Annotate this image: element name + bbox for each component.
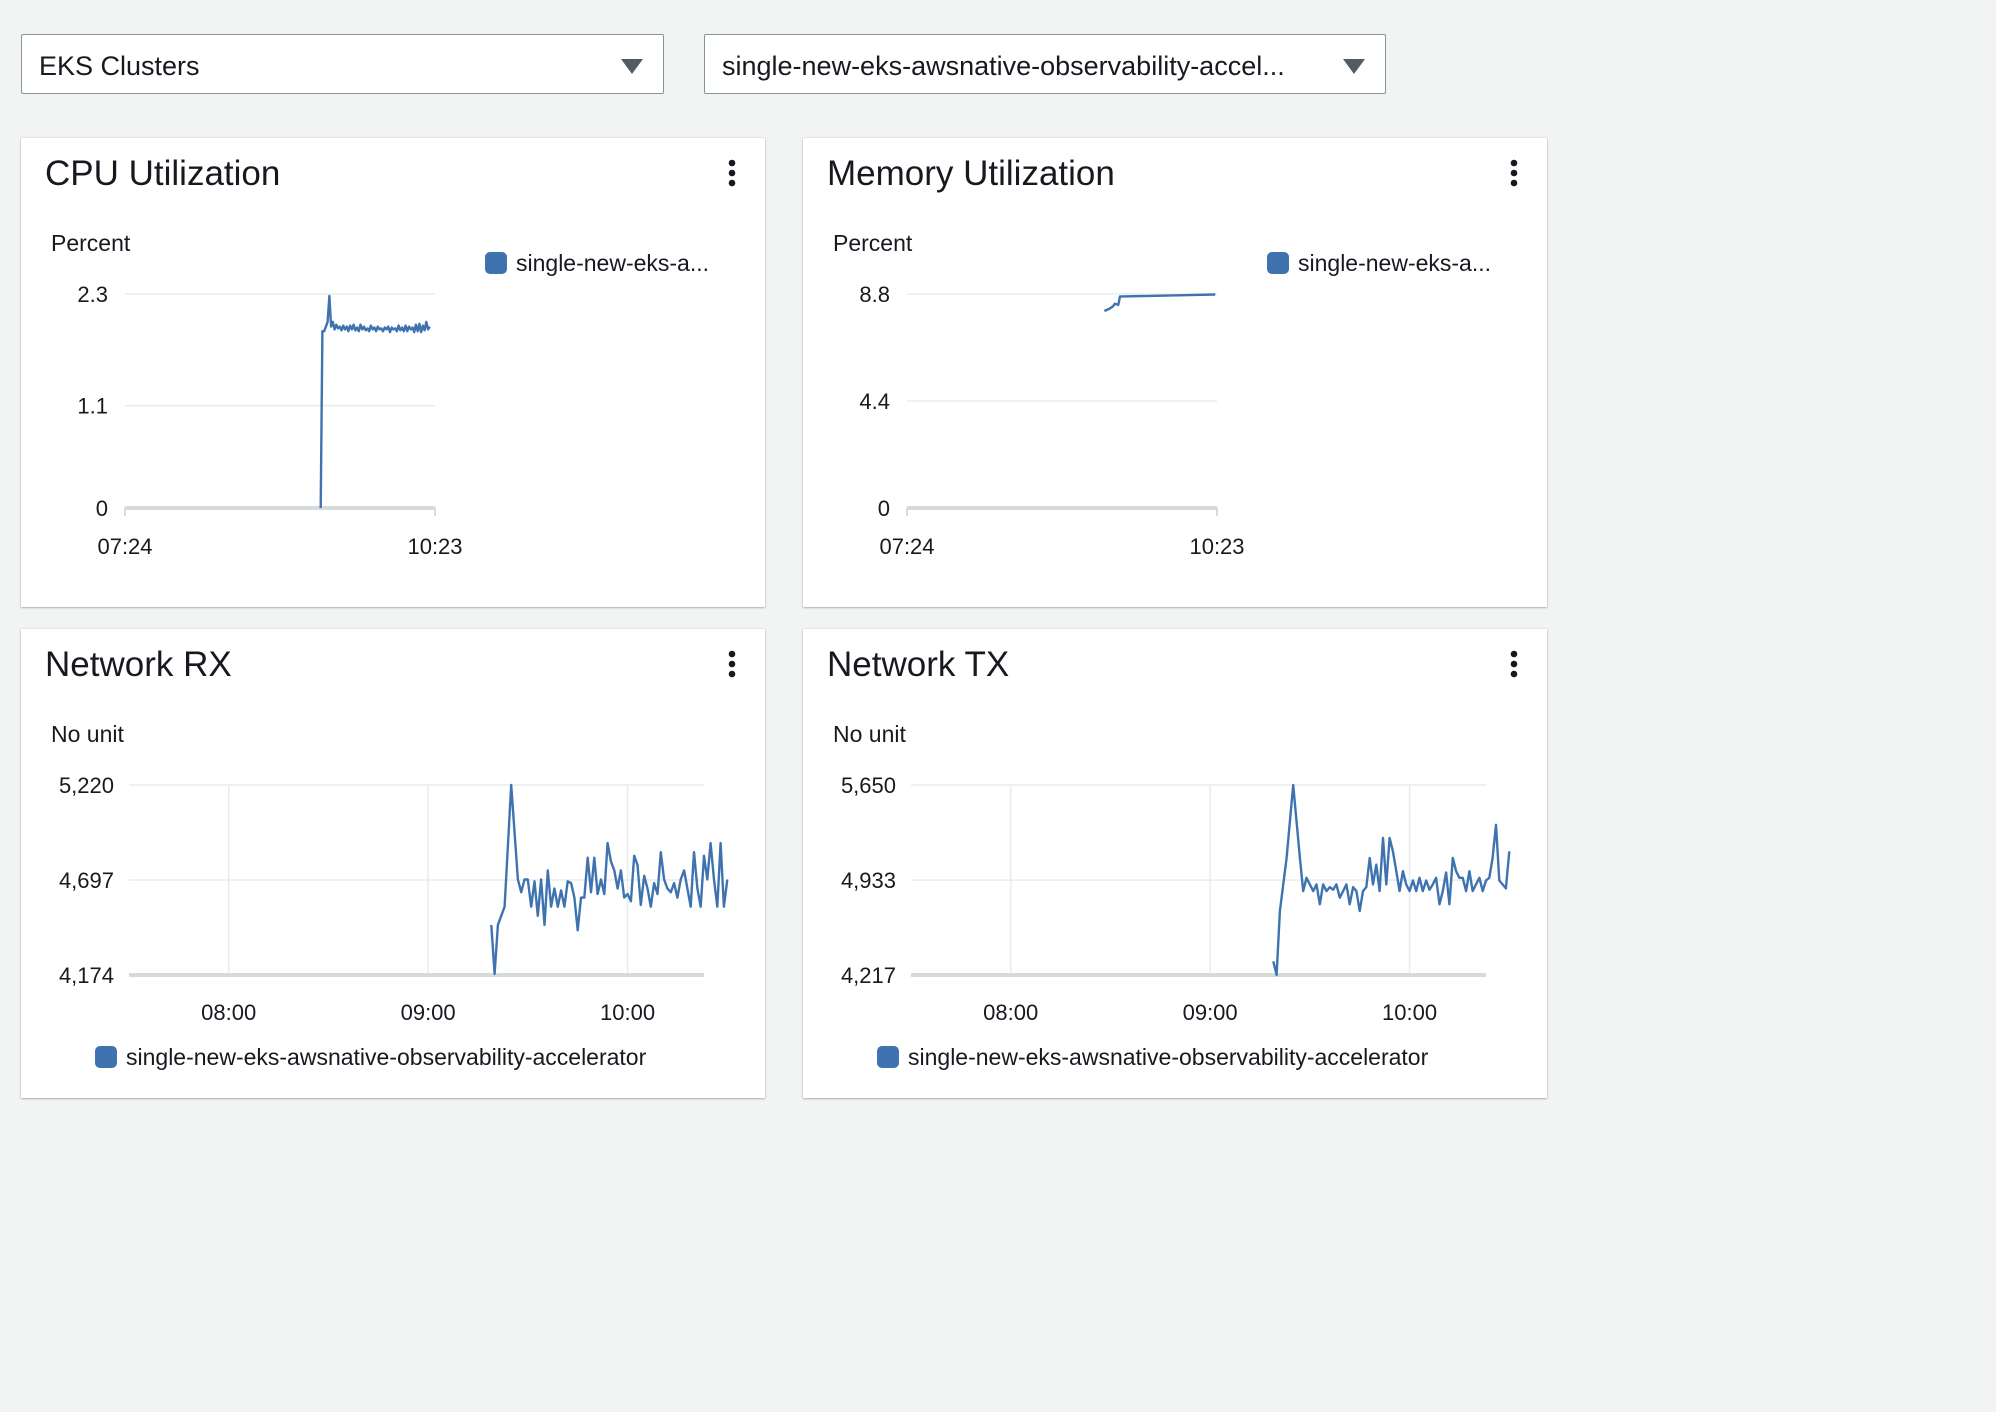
legend-item[interactable]: single-new-eks-a... xyxy=(485,250,709,277)
legend-item[interactable]: single-new-eks-awsnative-observability-a… xyxy=(877,1044,1428,1071)
x-tick-label: 09:00 xyxy=(401,1000,456,1025)
y-tick-label: 0 xyxy=(96,496,108,521)
legend-label: single-new-eks-awsnative-observability-a… xyxy=(126,1044,647,1070)
x-tick-label: 08:00 xyxy=(201,1000,256,1025)
memory-chart: 0 4.4 8.8 07:24 10:23 xyxy=(859,282,1244,559)
widget-title: Network TX xyxy=(827,645,1010,684)
x-tick-label: 08:00 xyxy=(983,1000,1038,1025)
y-tick-label: 4,217 xyxy=(841,963,896,988)
y-tick-label: 4.4 xyxy=(859,389,890,414)
widget-network-rx: Network RX No unit single-new-eks-awsnat… xyxy=(21,629,765,1098)
y-tick-label: 4,174 xyxy=(59,963,114,988)
legend-swatch-icon xyxy=(95,1046,117,1068)
network-tx-chart: 4,217 4,933 5,650 08:00 09:00 10:00 xyxy=(841,773,1511,1025)
y-tick-label: 2.3 xyxy=(77,282,108,307)
x-tick-label: 10:00 xyxy=(600,1000,655,1025)
widget-title: Memory Utilization xyxy=(827,154,1115,193)
x-tick-label: 10:00 xyxy=(1382,1000,1437,1025)
x-tick-label: 09:00 xyxy=(1183,1000,1238,1025)
widget-title: Network RX xyxy=(45,645,232,684)
y-tick-label: 5,220 xyxy=(59,773,114,798)
legend-label: single-new-eks-a... xyxy=(1298,250,1492,276)
service-select-value: EKS Clusters xyxy=(39,51,200,81)
kebab-menu-icon[interactable] xyxy=(1508,649,1520,679)
legend-swatch-icon xyxy=(485,252,507,274)
legend-label: single-new-eks-a... xyxy=(516,250,710,276)
x-tick-label: 10:23 xyxy=(407,534,462,559)
x-tick-label: 10:23 xyxy=(1189,534,1244,559)
service-select[interactable]: EKS Clusters xyxy=(21,34,664,94)
kebab-menu-icon[interactable] xyxy=(1508,158,1520,188)
widget-title: CPU Utilization xyxy=(45,154,281,193)
legend-item[interactable]: single-new-eks-awsnative-observability-a… xyxy=(95,1044,646,1071)
network-rx-chart: 4,174 4,697 5,220 08:00 09:00 10:00 xyxy=(59,773,729,1025)
series-line xyxy=(490,783,729,976)
widget-memory-utilization: Memory Utilization Percent single-new-ek… xyxy=(803,138,1547,607)
legend-swatch-icon xyxy=(1267,252,1289,274)
widget-network-tx: Network TX No unit single-new-eks-awsnat… xyxy=(803,629,1547,1098)
resource-select[interactable]: single-new-eks-awsnative-observability-a… xyxy=(704,34,1386,94)
y-tick-label: 8.8 xyxy=(859,282,890,307)
kebab-menu-icon[interactable] xyxy=(726,158,738,188)
y-tick-label: 1.1 xyxy=(77,394,108,419)
x-tick-label: 07:24 xyxy=(97,534,152,559)
widget-cpu-utilization: CPU Utilization Percent single-new-eks-a… xyxy=(21,138,765,607)
y-axis-unit-label: Percent xyxy=(833,230,913,256)
legend-swatch-icon xyxy=(877,1046,899,1068)
caret-down-icon xyxy=(1343,59,1365,74)
series-line xyxy=(1103,293,1216,313)
x-tick-label: 07:24 xyxy=(879,534,934,559)
y-tick-label: 4,933 xyxy=(841,868,896,893)
y-tick-label: 4,697 xyxy=(59,868,114,893)
y-tick-label: 5,650 xyxy=(841,773,896,798)
caret-down-icon xyxy=(621,59,643,74)
y-tick-label: 0 xyxy=(878,496,890,521)
y-axis-unit-label: No unit xyxy=(51,721,124,747)
legend-label: single-new-eks-awsnative-observability-a… xyxy=(908,1044,1429,1070)
series-line xyxy=(1272,783,1511,977)
y-axis-unit-label: Percent xyxy=(51,230,131,256)
y-axis-unit-label: No unit xyxy=(833,721,906,747)
resource-select-value: single-new-eks-awsnative-observability-a… xyxy=(722,51,1285,81)
cpu-chart: 0 1.1 2.3 07:24 10:23 xyxy=(77,282,462,559)
kebab-menu-icon[interactable] xyxy=(726,649,738,679)
series-line xyxy=(319,294,431,509)
legend-item[interactable]: single-new-eks-a... xyxy=(1267,250,1491,277)
